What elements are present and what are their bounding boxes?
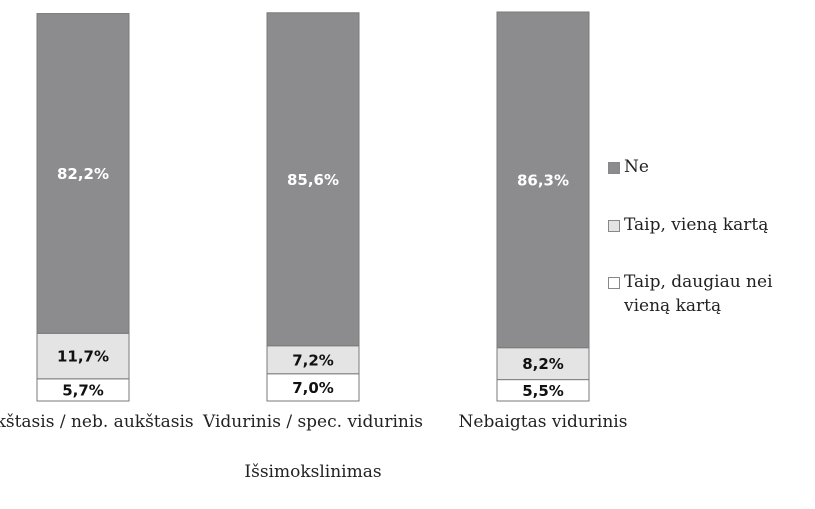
data-label: 5,5%	[522, 382, 564, 400]
legend-swatch	[608, 162, 620, 174]
bar-segment	[496, 347, 590, 381]
data-label: 86,3%	[517, 171, 569, 189]
legend-label: Ne	[624, 157, 649, 177]
legend-swatch	[608, 220, 620, 232]
bar-segment	[266, 345, 360, 375]
data-label: 82,2%	[57, 165, 109, 183]
data-label: 85,6%	[287, 171, 339, 189]
x-tick-label: Vidurinis / spec. vidurinis	[203, 412, 423, 432]
bar-segment	[266, 12, 360, 347]
data-label: 7,0%	[292, 379, 334, 397]
data-label: 5,7%	[62, 381, 104, 399]
bar-segment	[266, 373, 360, 402]
data-label: 11,7%	[57, 348, 109, 366]
legend-item: Ne	[608, 155, 813, 179]
bar-segment	[496, 11, 590, 349]
x-tick-label: Nebaigtas vidurinis	[458, 412, 628, 432]
legend-label: Taip, daugiau nei vieną kartą	[624, 272, 773, 316]
data-label: 8,2%	[522, 355, 564, 373]
x-tick-label: Aukštasis / neb. aukštasis	[0, 412, 194, 432]
legend-item: Taip, daugiau nei vieną kartą	[608, 270, 813, 318]
x-axis-label: Išsimokslinimas	[244, 462, 382, 482]
legend-item: Taip, vieną kartą	[608, 213, 813, 237]
bar-segment	[36, 332, 130, 380]
bar-segment	[36, 13, 130, 334]
legend-label: Taip, vieną kartą	[624, 215, 769, 235]
data-label: 7,2%	[292, 351, 334, 369]
legend-swatch	[608, 277, 620, 289]
